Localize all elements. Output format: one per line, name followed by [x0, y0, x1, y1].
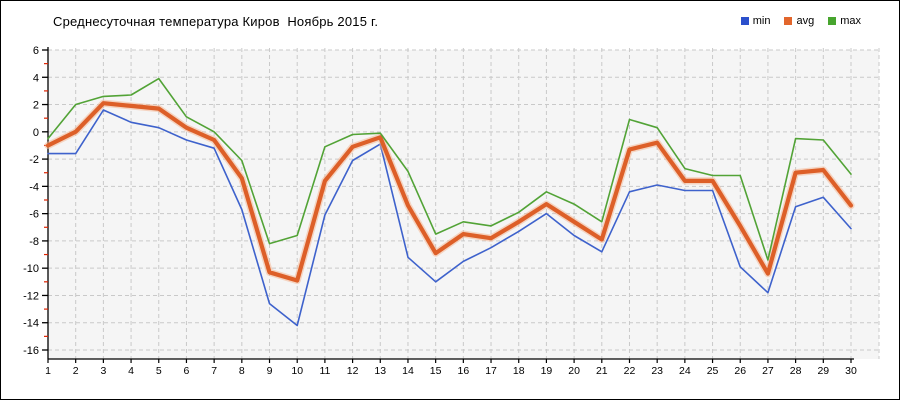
chart-title: Среднесуточная температура Киров Ноябрь …	[53, 14, 379, 29]
x-tick-labels: 1 2 3 4 5 6 7 8 9 10 11 12 13 14 15 16 17 18 19 20 21 22 23 24 2…	[45, 359, 857, 377]
svg-text:14: 14	[402, 365, 414, 377]
svg-text:17: 17	[485, 365, 497, 377]
svg-text:4: 4	[128, 365, 134, 377]
svg-text:8: 8	[239, 365, 245, 377]
axes	[47, 47, 854, 360]
legend-swatch-max-icon	[828, 17, 837, 25]
svg-text:6: 6	[33, 45, 39, 57]
legend-label-avg: avg	[796, 15, 815, 27]
svg-text:27: 27	[762, 365, 774, 377]
legend-item-avg: avg	[784, 15, 814, 27]
legend-label-min: min	[752, 15, 771, 27]
series-avg-line	[44, 99, 855, 285]
svg-text:15: 15	[430, 365, 442, 377]
svg-text:9: 9	[267, 365, 273, 377]
legend-item-min: min	[740, 15, 771, 27]
y-tick-labels: 6 4 2 0 -2 -4 -6 -8 -10 -12 -14 -16	[23, 45, 48, 357]
svg-text:3: 3	[100, 365, 106, 377]
legend-swatch-avg-icon	[784, 17, 793, 25]
legend-swatch-min-icon	[740, 17, 749, 25]
svg-text:-2: -2	[29, 154, 39, 166]
svg-text:23: 23	[651, 365, 663, 377]
svg-text:28: 28	[790, 365, 802, 377]
svg-text:18: 18	[513, 365, 525, 377]
svg-text:-12: -12	[23, 290, 39, 302]
legend: min avg max	[740, 15, 861, 27]
svg-text:5: 5	[156, 365, 162, 377]
legend-item-max: max	[828, 15, 861, 27]
svg-text:7: 7	[211, 365, 217, 377]
svg-text:-6: -6	[29, 209, 39, 221]
svg-text:6: 6	[184, 365, 190, 377]
x-gridlines	[47, 48, 880, 359]
svg-text:16: 16	[458, 365, 470, 377]
svg-text:-14: -14	[23, 318, 39, 330]
svg-text:26: 26	[734, 365, 746, 377]
svg-text:-16: -16	[23, 345, 39, 357]
legend-label-max: max	[840, 15, 861, 27]
svg-text:2: 2	[73, 365, 79, 377]
svg-text:12: 12	[347, 365, 359, 377]
svg-text:-4: -4	[29, 181, 39, 193]
series-min-line	[47, 109, 852, 327]
svg-text:20: 20	[568, 365, 580, 377]
svg-text:-8: -8	[29, 236, 39, 248]
series-max-line	[47, 77, 852, 261]
svg-text:4: 4	[33, 72, 39, 84]
svg-text:29: 29	[817, 365, 829, 377]
svg-text:30: 30	[845, 365, 857, 377]
svg-text:0: 0	[33, 127, 39, 139]
svg-text:13: 13	[374, 365, 386, 377]
svg-text:21: 21	[596, 365, 608, 377]
svg-text:-10: -10	[23, 263, 39, 275]
svg-text:19: 19	[541, 365, 553, 377]
svg-text:22: 22	[624, 365, 636, 377]
svg-text:24: 24	[679, 365, 691, 377]
svg-text:25: 25	[707, 365, 719, 377]
svg-text:1: 1	[45, 365, 51, 377]
svg-text:11: 11	[319, 365, 330, 377]
svg-text:10: 10	[291, 365, 303, 377]
svg-text:2: 2	[33, 100, 39, 112]
